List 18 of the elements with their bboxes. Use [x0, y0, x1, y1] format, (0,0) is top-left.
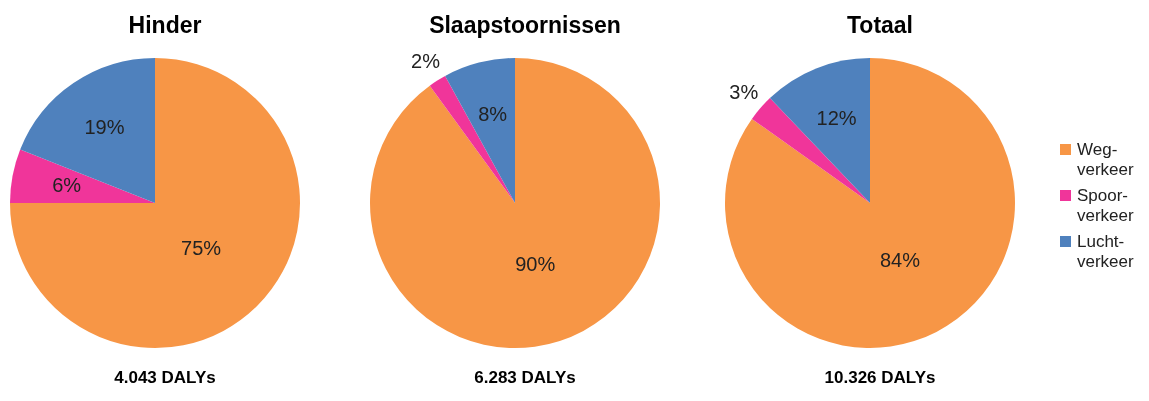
chart-title: Totaal [846, 12, 914, 39]
text: 6.283 DALYs [473, 368, 577, 388]
legend-label: Weg-verkeer [1077, 140, 1135, 180]
legend-label: Spoor-verkeer [1077, 186, 1135, 226]
data-label: 2% [411, 49, 441, 72]
data-label: 3% [729, 81, 759, 104]
text: 4.043 DALYs [113, 368, 217, 388]
legend-label: Lucht-verkeer [1077, 232, 1135, 272]
chart-title: Hinder [127, 12, 203, 39]
text: 10.326 DALYs [823, 368, 937, 388]
data-label: 12% [816, 107, 857, 130]
data-label: 90% [515, 252, 556, 275]
data-label: 84% [879, 248, 921, 271]
data-label: 8% [478, 103, 508, 126]
chart-title: Slaapstoornissen [428, 12, 622, 39]
data-label: 75% [181, 236, 222, 259]
data-label: 6% [52, 173, 82, 196]
data-label: 19% [84, 116, 125, 139]
